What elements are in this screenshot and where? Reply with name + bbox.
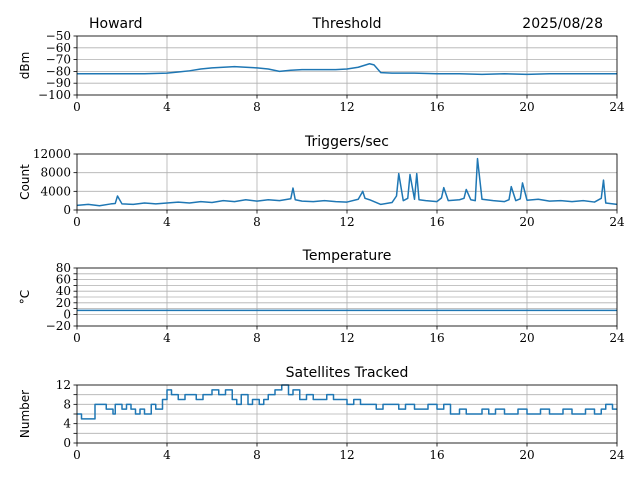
x-tick-label: 0 xyxy=(73,215,81,229)
x-tick-label: 16 xyxy=(429,100,444,114)
y-tick-label: 8000 xyxy=(40,166,71,180)
x-tick-label: 8 xyxy=(253,331,261,345)
y-tick-label: −50 xyxy=(46,29,71,43)
x-tick-label: 24 xyxy=(609,331,625,345)
x-tick-label: 20 xyxy=(519,331,534,345)
x-tick-label: 24 xyxy=(609,448,625,462)
x-tick-label: 8 xyxy=(253,448,261,462)
x-tick-label: 12 xyxy=(339,448,354,462)
x-tick-label: 12 xyxy=(339,331,354,345)
y-tick-label: −90 xyxy=(46,76,71,90)
header-station-name: Howard xyxy=(89,16,143,32)
x-tick-label: 4 xyxy=(163,215,171,229)
threshold-title: Threshold xyxy=(312,16,382,32)
y-tick-label: 0 xyxy=(63,203,71,217)
threshold-series-line xyxy=(77,62,617,76)
y-tick-label: 80 xyxy=(56,261,71,275)
x-tick-label: 8 xyxy=(253,215,261,229)
y-tick-label: 60 xyxy=(56,273,71,287)
y-tick-label: 0 xyxy=(63,436,71,450)
x-tick-label: 24 xyxy=(609,100,625,114)
y-tick-label: −20 xyxy=(46,319,71,333)
y-tick-label: 4000 xyxy=(40,184,71,198)
x-tick-label: 16 xyxy=(429,215,444,229)
y-tick-label: −80 xyxy=(46,64,71,78)
x-tick-label: 20 xyxy=(519,448,534,462)
x-tick-label: 16 xyxy=(429,331,444,345)
y-tick-label: 0 xyxy=(63,307,71,321)
y-tick-label: 4 xyxy=(63,417,71,431)
threshold-ylabel: dBm xyxy=(18,52,32,80)
threshold-panel: 0 4 8 12 16 20 24 −100−90−80−70−60−50 Threshold d… xyxy=(18,16,625,114)
triggers-sec-ylabel: Count xyxy=(18,164,32,200)
x-tick-label: 20 xyxy=(519,100,534,114)
triggers-sec-panel: 0 4 8 12 16 20 24 0 4000 8000 12000 Triggers/sec Cou… xyxy=(18,134,625,229)
y-tick-label: −70 xyxy=(46,53,71,67)
x-tick-label: 0 xyxy=(73,100,81,114)
x-tick-label: 24 xyxy=(609,215,625,229)
triggers-sec-title: Triggers/sec xyxy=(304,134,389,150)
x-tick-label: 4 xyxy=(163,331,171,345)
y-tick-label: 40 xyxy=(56,284,71,298)
y-tick-label: 12 xyxy=(56,378,71,392)
x-tick-label: 12 xyxy=(339,100,354,114)
y-tick-label: 8 xyxy=(63,397,71,411)
x-tick-label: 8 xyxy=(253,100,261,114)
temperature-ylabel: °C xyxy=(18,290,32,304)
satellites-tracked-title: Satellites Tracked xyxy=(286,365,409,381)
satellites-tracked-panel: 0 4 8 12 16 20 24 0 4 8 12 Satellites Tracked Number xyxy=(18,365,625,462)
x-tick-label: 20 xyxy=(519,215,534,229)
satellites-tracked-ylabel: Number xyxy=(18,390,32,438)
y-tick-label: 12000 xyxy=(33,147,71,161)
x-tick-label: 0 xyxy=(73,448,81,462)
temperature-title: Temperature xyxy=(302,248,392,264)
triggers-sec-series-line xyxy=(76,157,618,207)
y-tick-label: −60 xyxy=(46,41,71,55)
y-tick-label: 20 xyxy=(56,296,71,310)
y-tick-label: −100 xyxy=(38,88,71,102)
x-tick-label: 4 xyxy=(163,448,171,462)
x-tick-label: 16 xyxy=(429,448,444,462)
header-date: 2025/08/28 xyxy=(522,16,603,32)
satellites-tracked-series-line xyxy=(77,384,617,420)
x-tick-label: 0 xyxy=(73,331,81,345)
x-tick-label: 12 xyxy=(339,215,354,229)
x-tick-label: 4 xyxy=(163,100,171,114)
